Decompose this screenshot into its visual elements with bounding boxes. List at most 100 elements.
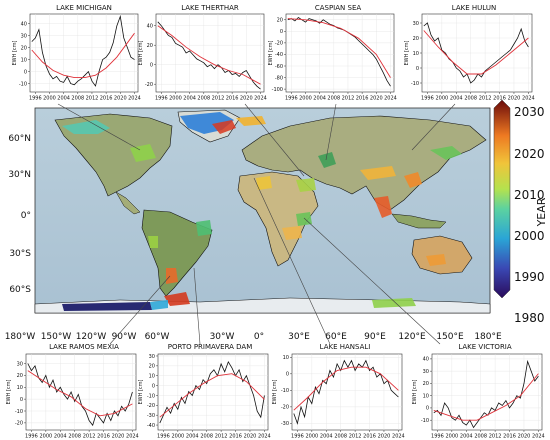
y-axis-label: EWH [cm] bbox=[138, 40, 144, 65]
y-tick-label: -30 bbox=[281, 421, 289, 427]
x-tick-label: 1996 bbox=[285, 96, 298, 102]
plot-frame bbox=[285, 13, 395, 93]
patagonia-region bbox=[164, 292, 190, 306]
ewh-series-line bbox=[423, 22, 529, 84]
leader-line-ramos bbox=[109, 275, 171, 345]
y-tick-label: 20 bbox=[17, 373, 23, 379]
panel-title: LAKE HANSALI bbox=[320, 343, 371, 351]
lon-label-90e: 90°E bbox=[364, 332, 386, 342]
y-tick-label: 10 bbox=[413, 51, 419, 57]
y-tick-label: 10 bbox=[17, 385, 23, 391]
x-tick-label: 2000 bbox=[305, 434, 318, 440]
trend-line bbox=[287, 18, 391, 78]
leader-line-porto bbox=[193, 267, 201, 345]
x-tick-label: 2008 bbox=[327, 96, 340, 102]
x-tick-label: 2000 bbox=[299, 96, 312, 102]
y-tick-label: -10 bbox=[19, 81, 27, 87]
panel-title: LAKE VICTORIA bbox=[458, 343, 512, 351]
trend-line bbox=[293, 366, 399, 411]
y-tick-label: 10 bbox=[149, 374, 155, 380]
lon-label-150e: 150°E bbox=[436, 332, 464, 342]
ewh-series-line bbox=[159, 360, 265, 424]
lon-labels: 180°W 150°W 120°W 90°W 60°W 30°W 0° 30°E… bbox=[5, 332, 502, 342]
panel-title: CASPIAN SEA bbox=[315, 4, 362, 12]
lon-label-60w: 60°W bbox=[145, 332, 170, 342]
plot-frame bbox=[157, 353, 269, 431]
lat-label-60s: 60°S bbox=[9, 285, 31, 295]
plot-content: 1996 2000 2004 2008 2012 2016 2020 2024 -20 -10 0 1… bbox=[15, 354, 139, 440]
plot-content: 1996 2000 2004 2008 2012 2016 2020 2024 -10 0 10 20… bbox=[421, 354, 545, 440]
x-tick-label: 2000 bbox=[445, 434, 458, 440]
colorbar-label: YEAR bbox=[535, 197, 548, 227]
lon-label-180e: 180°E bbox=[474, 332, 502, 342]
x-tick-label: 2016 bbox=[493, 96, 506, 102]
y-tick-label: 30 bbox=[423, 369, 429, 375]
y-tick-label: 40 bbox=[21, 21, 27, 27]
x-tick-label: 1996 bbox=[157, 434, 170, 440]
north-america-green-region bbox=[130, 144, 156, 162]
west-africa-region bbox=[256, 176, 272, 190]
x-tick-label: 2008 bbox=[474, 434, 487, 440]
x-tick-label: 2000 bbox=[39, 434, 52, 440]
y-tick-label: 30 bbox=[149, 354, 155, 360]
x-tick-label: 2016 bbox=[97, 434, 110, 440]
panel-title: LAKE MICHIGAN bbox=[56, 4, 112, 12]
colorbar-tick-2000: 2000 bbox=[514, 229, 545, 243]
plot-content: 1996 2000 2004 2008 2012 2016 2020 2024 -30 -20 -1… bbox=[281, 354, 405, 440]
lat-label-60n: 60°N bbox=[8, 134, 31, 144]
y-tick-label: 40 bbox=[423, 357, 429, 363]
x-tick-label: 1996 bbox=[29, 96, 42, 102]
x-tick-label: 2020 bbox=[112, 434, 125, 440]
se-asia-region bbox=[374, 196, 392, 218]
x-tick-label: 2008 bbox=[334, 434, 347, 440]
x-tick-label: 2004 bbox=[183, 96, 196, 102]
y-tick-label: -10 bbox=[421, 418, 429, 424]
x-tick-label: 2004 bbox=[313, 96, 326, 102]
x-tick-label: 2008 bbox=[197, 96, 210, 102]
x-tick-label: 1996 bbox=[421, 96, 434, 102]
lon-label-60e: 60°E bbox=[325, 332, 347, 342]
plot-frame bbox=[291, 353, 403, 431]
trend-line bbox=[423, 30, 529, 75]
x-tick-label: 2000 bbox=[171, 434, 184, 440]
x-tick-label: 2000 bbox=[43, 96, 56, 102]
trend-line bbox=[157, 25, 261, 85]
y-tick-label: -30 bbox=[147, 413, 155, 419]
y-tick-label: -10 bbox=[147, 393, 155, 399]
lat-label-0: 0° bbox=[21, 211, 31, 221]
panel-lake-hulun: LAKE HULUN EWH [cm] 1996 2000 2004 2008 2012… bbox=[404, 4, 535, 102]
world-map: 60°N 30°N 0° 30°S 60°S 180°W 150°W 120°W… bbox=[5, 103, 502, 345]
antarctica-west-region bbox=[62, 302, 152, 311]
x-tick-label: 2012 bbox=[342, 96, 355, 102]
leader-line-caspian bbox=[325, 103, 337, 161]
ewh-series-line bbox=[31, 14, 135, 87]
mid-east-region bbox=[296, 178, 316, 192]
plot-content: 1996 2000 2004 2008 2012 2016 2020 2024 -10 0 10 20… bbox=[19, 14, 141, 102]
panel-lake-michigan: LAKE MICHIGAN EWH [cm] 1996 2000 2004 2008 2… bbox=[12, 4, 141, 102]
china-region bbox=[404, 172, 422, 188]
y-tick-label: -20 bbox=[281, 405, 289, 411]
y-axis-label: EWH [cm] bbox=[412, 379, 418, 404]
y-tick-label: -10 bbox=[15, 409, 23, 415]
panel-lake-ramos-mexia: LAKE RAMOS MEXIA EWH [cm] 1996 2000 2004 20… bbox=[6, 343, 139, 440]
x-tick-label: 2020 bbox=[508, 96, 521, 102]
x-tick-label: 2000 bbox=[435, 96, 448, 102]
x-tick-label: 2008 bbox=[464, 96, 477, 102]
x-tick-label: 2004 bbox=[186, 434, 199, 440]
y-tick-label: 30 bbox=[413, 21, 419, 27]
colorbar-tick-2030: 2030 bbox=[514, 105, 545, 119]
y-axis-label: EWH [cm] bbox=[12, 40, 18, 65]
ewh-series-line bbox=[27, 363, 133, 427]
plot-frame bbox=[155, 13, 265, 93]
plot-frame bbox=[431, 353, 543, 431]
x-tick-label: 1996 bbox=[431, 434, 444, 440]
x-tick-label: 2008 bbox=[71, 96, 84, 102]
trend-line bbox=[31, 32, 135, 79]
x-tick-label: 2016 bbox=[503, 434, 516, 440]
colorbar-tick-1980: 1980 bbox=[514, 311, 545, 325]
panel-title: LAKE HULUN bbox=[452, 4, 496, 12]
y-tick-label: 0 bbox=[24, 69, 27, 75]
australia-region bbox=[426, 254, 446, 266]
svalbard-region bbox=[236, 116, 266, 126]
